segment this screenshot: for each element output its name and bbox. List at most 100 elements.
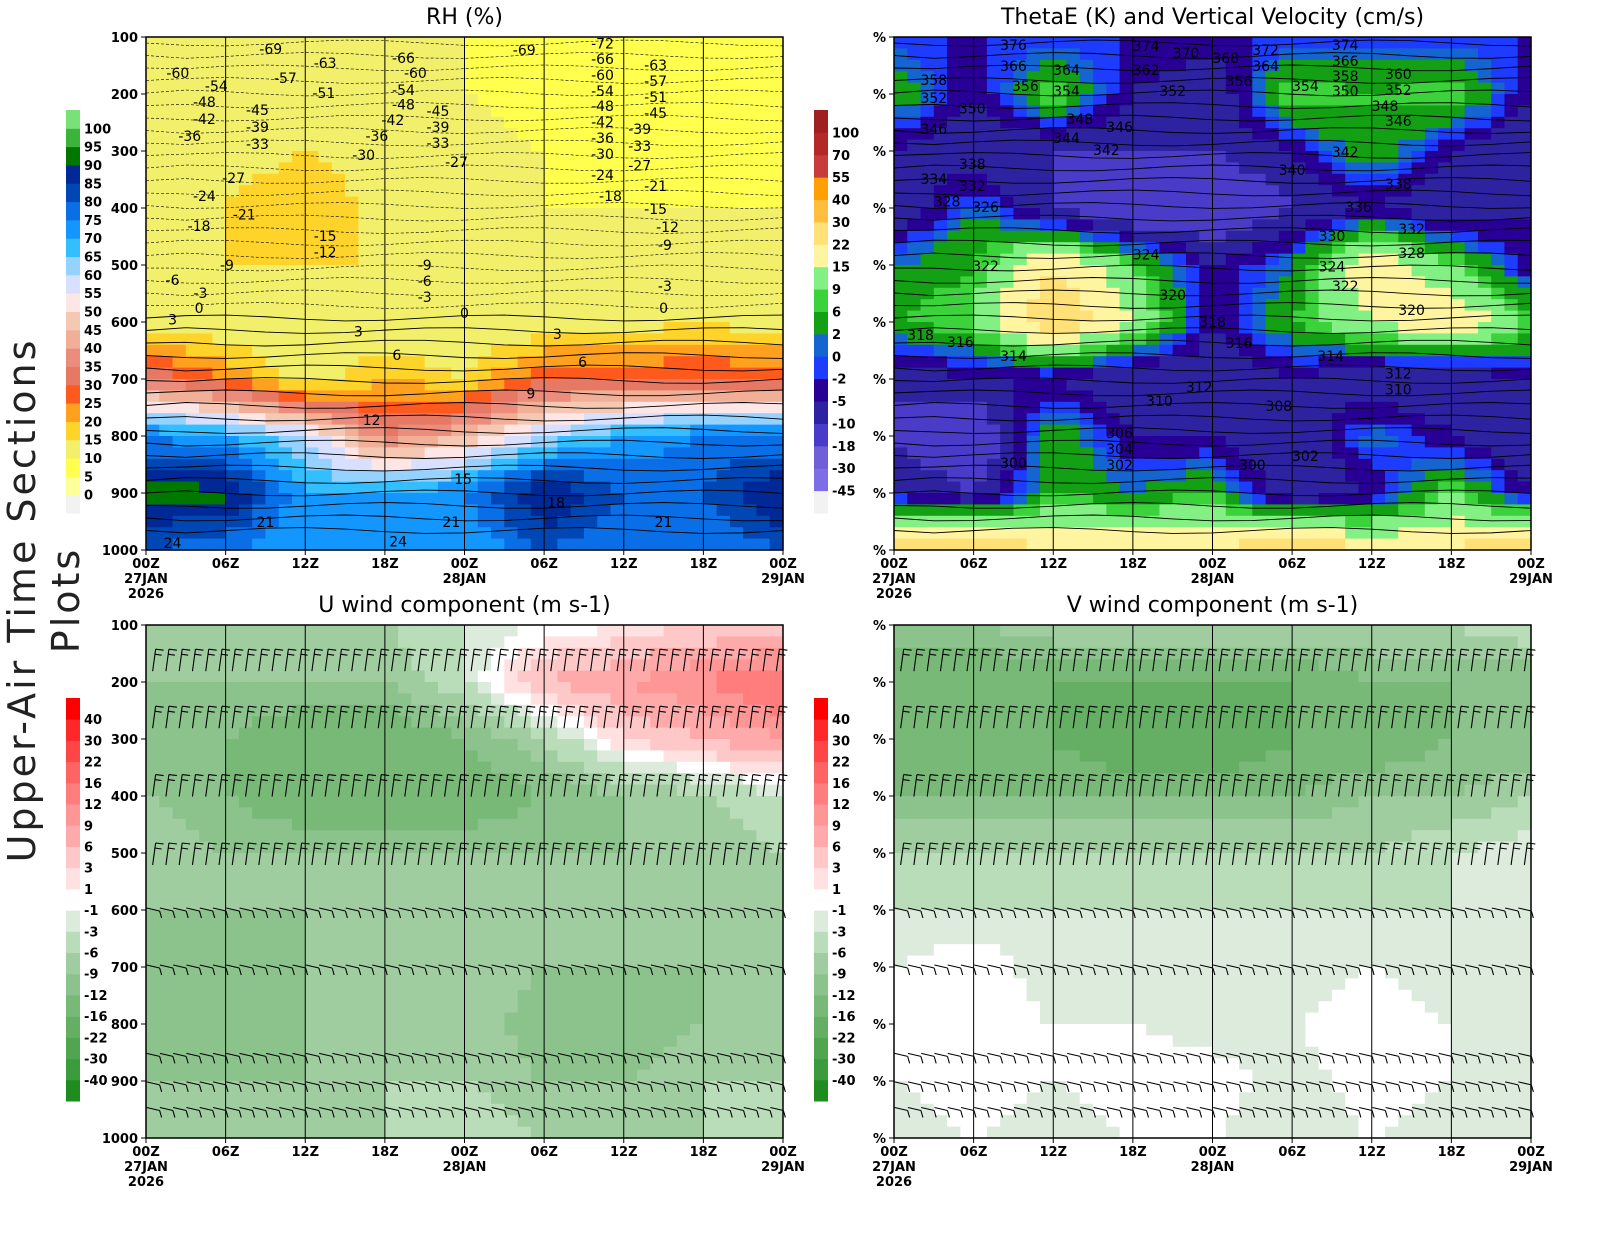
field-cell xyxy=(921,37,935,49)
field-cell xyxy=(518,174,532,186)
field-cell xyxy=(974,345,988,357)
field-cell xyxy=(186,402,200,414)
field-cell xyxy=(1133,231,1147,243)
field-cell xyxy=(1000,390,1014,402)
field-cell xyxy=(1067,174,1081,186)
field-cell xyxy=(279,185,293,197)
field-cell xyxy=(1213,185,1227,197)
field-cell xyxy=(770,83,784,95)
field-cell xyxy=(1226,516,1240,528)
contour-label: 308 xyxy=(1265,399,1292,415)
field-cell xyxy=(1040,436,1054,448)
field-cell xyxy=(478,219,492,231)
field-cell xyxy=(907,470,921,482)
colorbar-swatch xyxy=(814,312,828,335)
field-cell xyxy=(1372,242,1386,254)
field-cell xyxy=(1266,482,1280,494)
field-cell xyxy=(226,242,240,254)
contour-label: 21 xyxy=(442,515,460,531)
field-cell xyxy=(770,60,784,72)
field-cell xyxy=(624,185,638,197)
field-cell xyxy=(1053,208,1067,220)
field-cell xyxy=(1465,516,1479,528)
field-cell xyxy=(531,504,545,516)
field-cell xyxy=(664,413,678,425)
field-cell xyxy=(279,493,293,505)
field-cell xyxy=(1013,105,1027,117)
field-cell xyxy=(1093,71,1107,83)
field-cell xyxy=(1451,94,1465,106)
field-cell xyxy=(292,128,306,140)
contour-label: -63 xyxy=(644,58,667,74)
field-cell xyxy=(1279,539,1293,551)
field-cell xyxy=(1332,174,1346,186)
x-tick-label: 12Z xyxy=(1358,557,1386,572)
field-cell xyxy=(186,921,200,933)
field-cell xyxy=(1372,299,1386,311)
field-cell xyxy=(345,436,359,448)
field-cell xyxy=(319,37,333,49)
field-cell xyxy=(265,299,279,311)
field-cell xyxy=(544,60,558,72)
field-cell xyxy=(239,311,253,323)
field-cell xyxy=(1067,208,1081,220)
field-cell xyxy=(1133,527,1147,539)
field-cell xyxy=(292,356,306,368)
field-cell xyxy=(1345,265,1359,277)
field-cell xyxy=(1053,436,1067,448)
field-cell xyxy=(557,276,571,288)
field-cell xyxy=(173,48,187,60)
field-cell xyxy=(411,447,425,459)
field-cell xyxy=(1478,83,1492,95)
field-cell xyxy=(173,933,187,945)
field-cell xyxy=(345,459,359,471)
field-cell xyxy=(1504,516,1518,528)
field-cell xyxy=(159,728,173,740)
field-cell xyxy=(1504,83,1518,95)
colorbar-label: -2 xyxy=(832,373,846,388)
field-cell xyxy=(1385,322,1399,334)
field-cell xyxy=(1133,425,1147,437)
colorbar-swatch xyxy=(814,334,828,357)
field-cell xyxy=(1053,390,1067,402)
field-cell xyxy=(173,413,187,425)
field-cell xyxy=(703,516,717,528)
field-cell xyxy=(934,425,948,437)
field-cell xyxy=(677,242,691,254)
field-cell xyxy=(173,864,187,876)
field-cell xyxy=(756,71,770,83)
field-cell xyxy=(319,516,333,528)
field-cell xyxy=(146,819,160,831)
field-cell xyxy=(411,470,425,482)
field-cell xyxy=(1040,459,1054,471)
field-cell xyxy=(438,482,452,494)
field-cell xyxy=(703,185,717,197)
field-cell xyxy=(212,1070,226,1082)
colorbar-swatch xyxy=(814,491,828,514)
field-cell xyxy=(544,105,558,117)
field-cell xyxy=(557,265,571,277)
field-cell xyxy=(1080,425,1094,437)
field-cell xyxy=(252,345,266,357)
field-cell xyxy=(1358,83,1372,95)
field-cell xyxy=(319,208,333,220)
field-cell xyxy=(690,276,704,288)
contour-label: -54 xyxy=(205,79,228,95)
field-cell xyxy=(987,242,1001,254)
field-cell xyxy=(1120,265,1134,277)
field-cell xyxy=(1159,208,1173,220)
field-cell xyxy=(770,37,784,49)
field-cell xyxy=(717,254,731,266)
field-cell xyxy=(921,151,935,163)
field-cell xyxy=(960,242,974,254)
field-cell xyxy=(411,539,425,551)
y-tick-label: % xyxy=(873,145,886,160)
field-cell xyxy=(1159,162,1173,174)
contour-label: 314 xyxy=(1000,349,1027,365)
field-cell xyxy=(239,390,253,402)
field-cell xyxy=(265,459,279,471)
field-cell xyxy=(1159,265,1173,277)
field-cell xyxy=(146,762,160,774)
field-cell xyxy=(1385,413,1399,425)
field-cell xyxy=(212,728,226,740)
